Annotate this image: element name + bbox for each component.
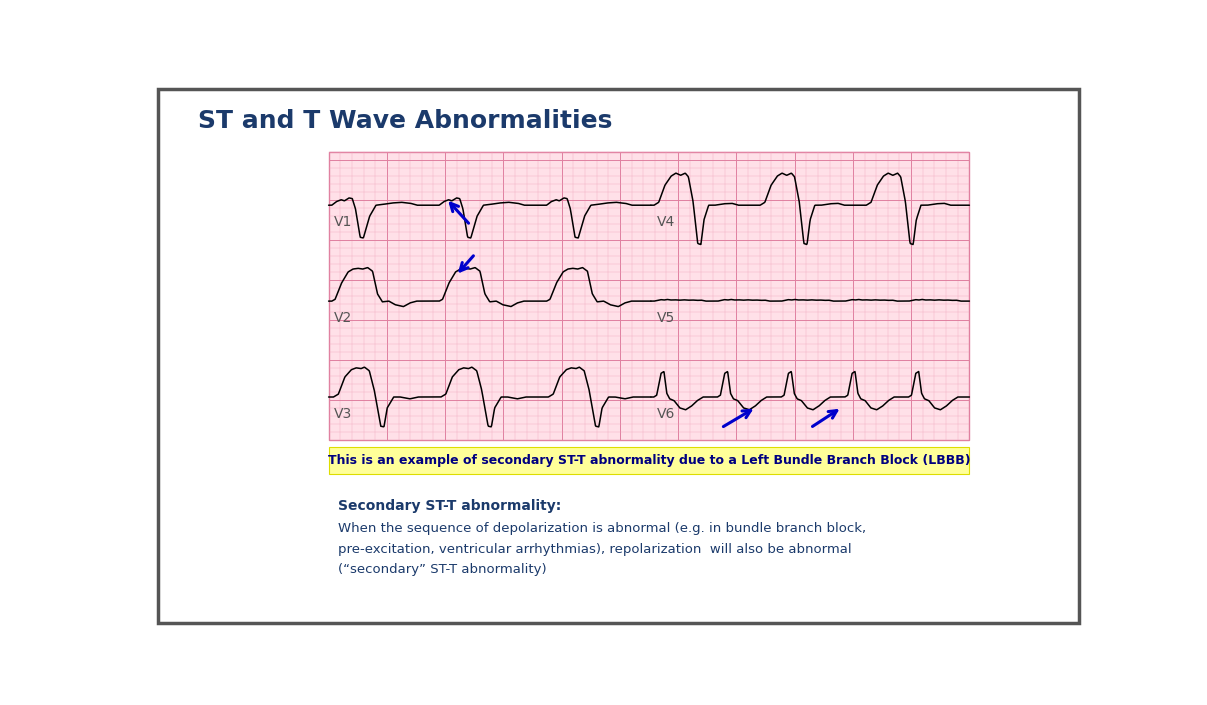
Text: V1: V1 (334, 215, 352, 229)
Text: V4: V4 (657, 215, 675, 229)
Text: Secondary ST-T abnormality:: Secondary ST-T abnormality: (338, 499, 561, 513)
Bar (328, 447, 969, 474)
Bar (328, 152, 969, 440)
Text: V3: V3 (334, 407, 352, 421)
Text: ST and T Wave Abnormalities: ST and T Wave Abnormalities (198, 109, 612, 133)
Text: V6: V6 (657, 407, 675, 421)
Text: When the sequence of depolarization is abnormal (e.g. in bundle branch block,: When the sequence of depolarization is a… (338, 522, 867, 535)
Text: V5: V5 (657, 311, 675, 325)
Text: (“secondary” ST-T abnormality): (“secondary” ST-T abnormality) (338, 563, 547, 577)
Text: pre-excitation, ventricular arrhythmias), repolarization  will also be abnormal: pre-excitation, ventricular arrhythmias)… (338, 543, 852, 556)
Text: This is an example of secondary ST-T abnormality due to a Left Bundle Branch Blo: This is an example of secondary ST-T abn… (327, 454, 970, 467)
Text: V2: V2 (334, 311, 352, 325)
